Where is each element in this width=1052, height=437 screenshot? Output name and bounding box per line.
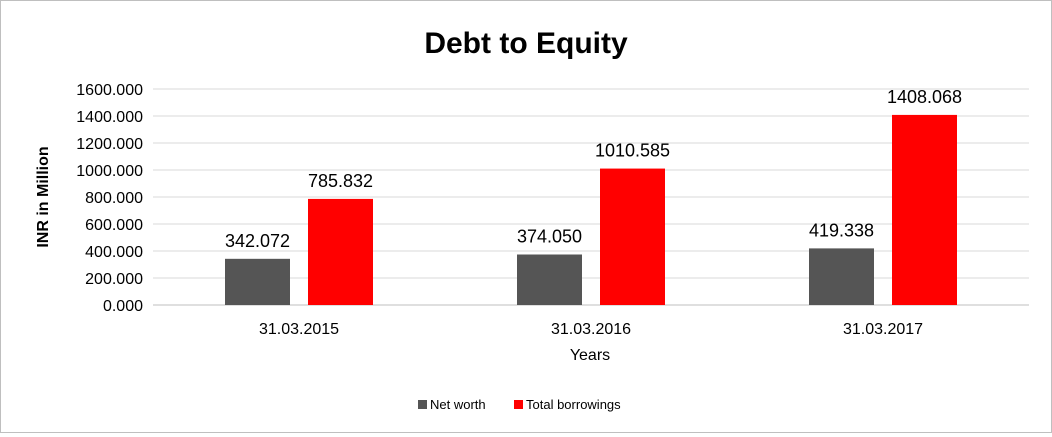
legend-label-net-worth: Net worth (430, 397, 486, 412)
gridlines (153, 88, 1029, 306)
bar-total-borrowings (600, 168, 665, 305)
y-tick-label: 400.000 (85, 244, 143, 261)
bar-total-borrowings (892, 114, 957, 305)
bar-value-label: 1408.068 (887, 87, 962, 107)
x-tick-label: 31.03.2016 (551, 321, 631, 338)
bar-net-worth (225, 258, 290, 305)
y-tick-label: 1200.000 (76, 136, 143, 153)
y-axis-label: INR in Million (35, 146, 52, 247)
y-tick-label: 1600.000 (76, 82, 143, 99)
x-axis-ticks: 31.03.2015 31.03.2016 31.03.2017 (259, 321, 923, 338)
bar-value-label: 419.338 (809, 220, 874, 240)
x-tick-label: 31.03.2017 (843, 321, 923, 338)
bar-value-label: 1010.585 (595, 141, 670, 161)
legend: Net worth Total borrowings (418, 397, 621, 412)
bar-value-label: 342.072 (225, 231, 290, 251)
y-axis-ticks: 0.000 200.000 400.000 600.000 800.000 1000.00… (76, 82, 143, 315)
legend-swatch-net-worth (418, 400, 427, 409)
y-tick-label: 200.000 (85, 271, 143, 288)
bar-net-worth (517, 254, 582, 305)
bar-data-labels: 342.072 785.832 374.050 1010.585 419.338 1408… (225, 87, 962, 251)
y-tick-label: 600.000 (85, 217, 143, 234)
x-tick-label: 31.03.2015 (259, 321, 339, 338)
bar-value-label: 374.050 (517, 227, 582, 247)
chart-title: Debt to Equity (424, 27, 628, 60)
y-tick-label: 1000.000 (76, 163, 143, 180)
legend-label-total-borrowings: Total borrowings (526, 397, 621, 412)
bars (225, 114, 957, 305)
x-axis-label: Years (570, 347, 610, 364)
y-tick-label: 800.000 (85, 190, 143, 207)
bar-value-label: 785.832 (308, 171, 373, 191)
bar-net-worth (809, 248, 874, 305)
legend-swatch-total-borrowings (514, 400, 523, 409)
y-tick-label: 0.000 (103, 298, 143, 315)
y-tick-label: 1400.000 (76, 109, 143, 126)
bar-total-borrowings (308, 198, 373, 305)
